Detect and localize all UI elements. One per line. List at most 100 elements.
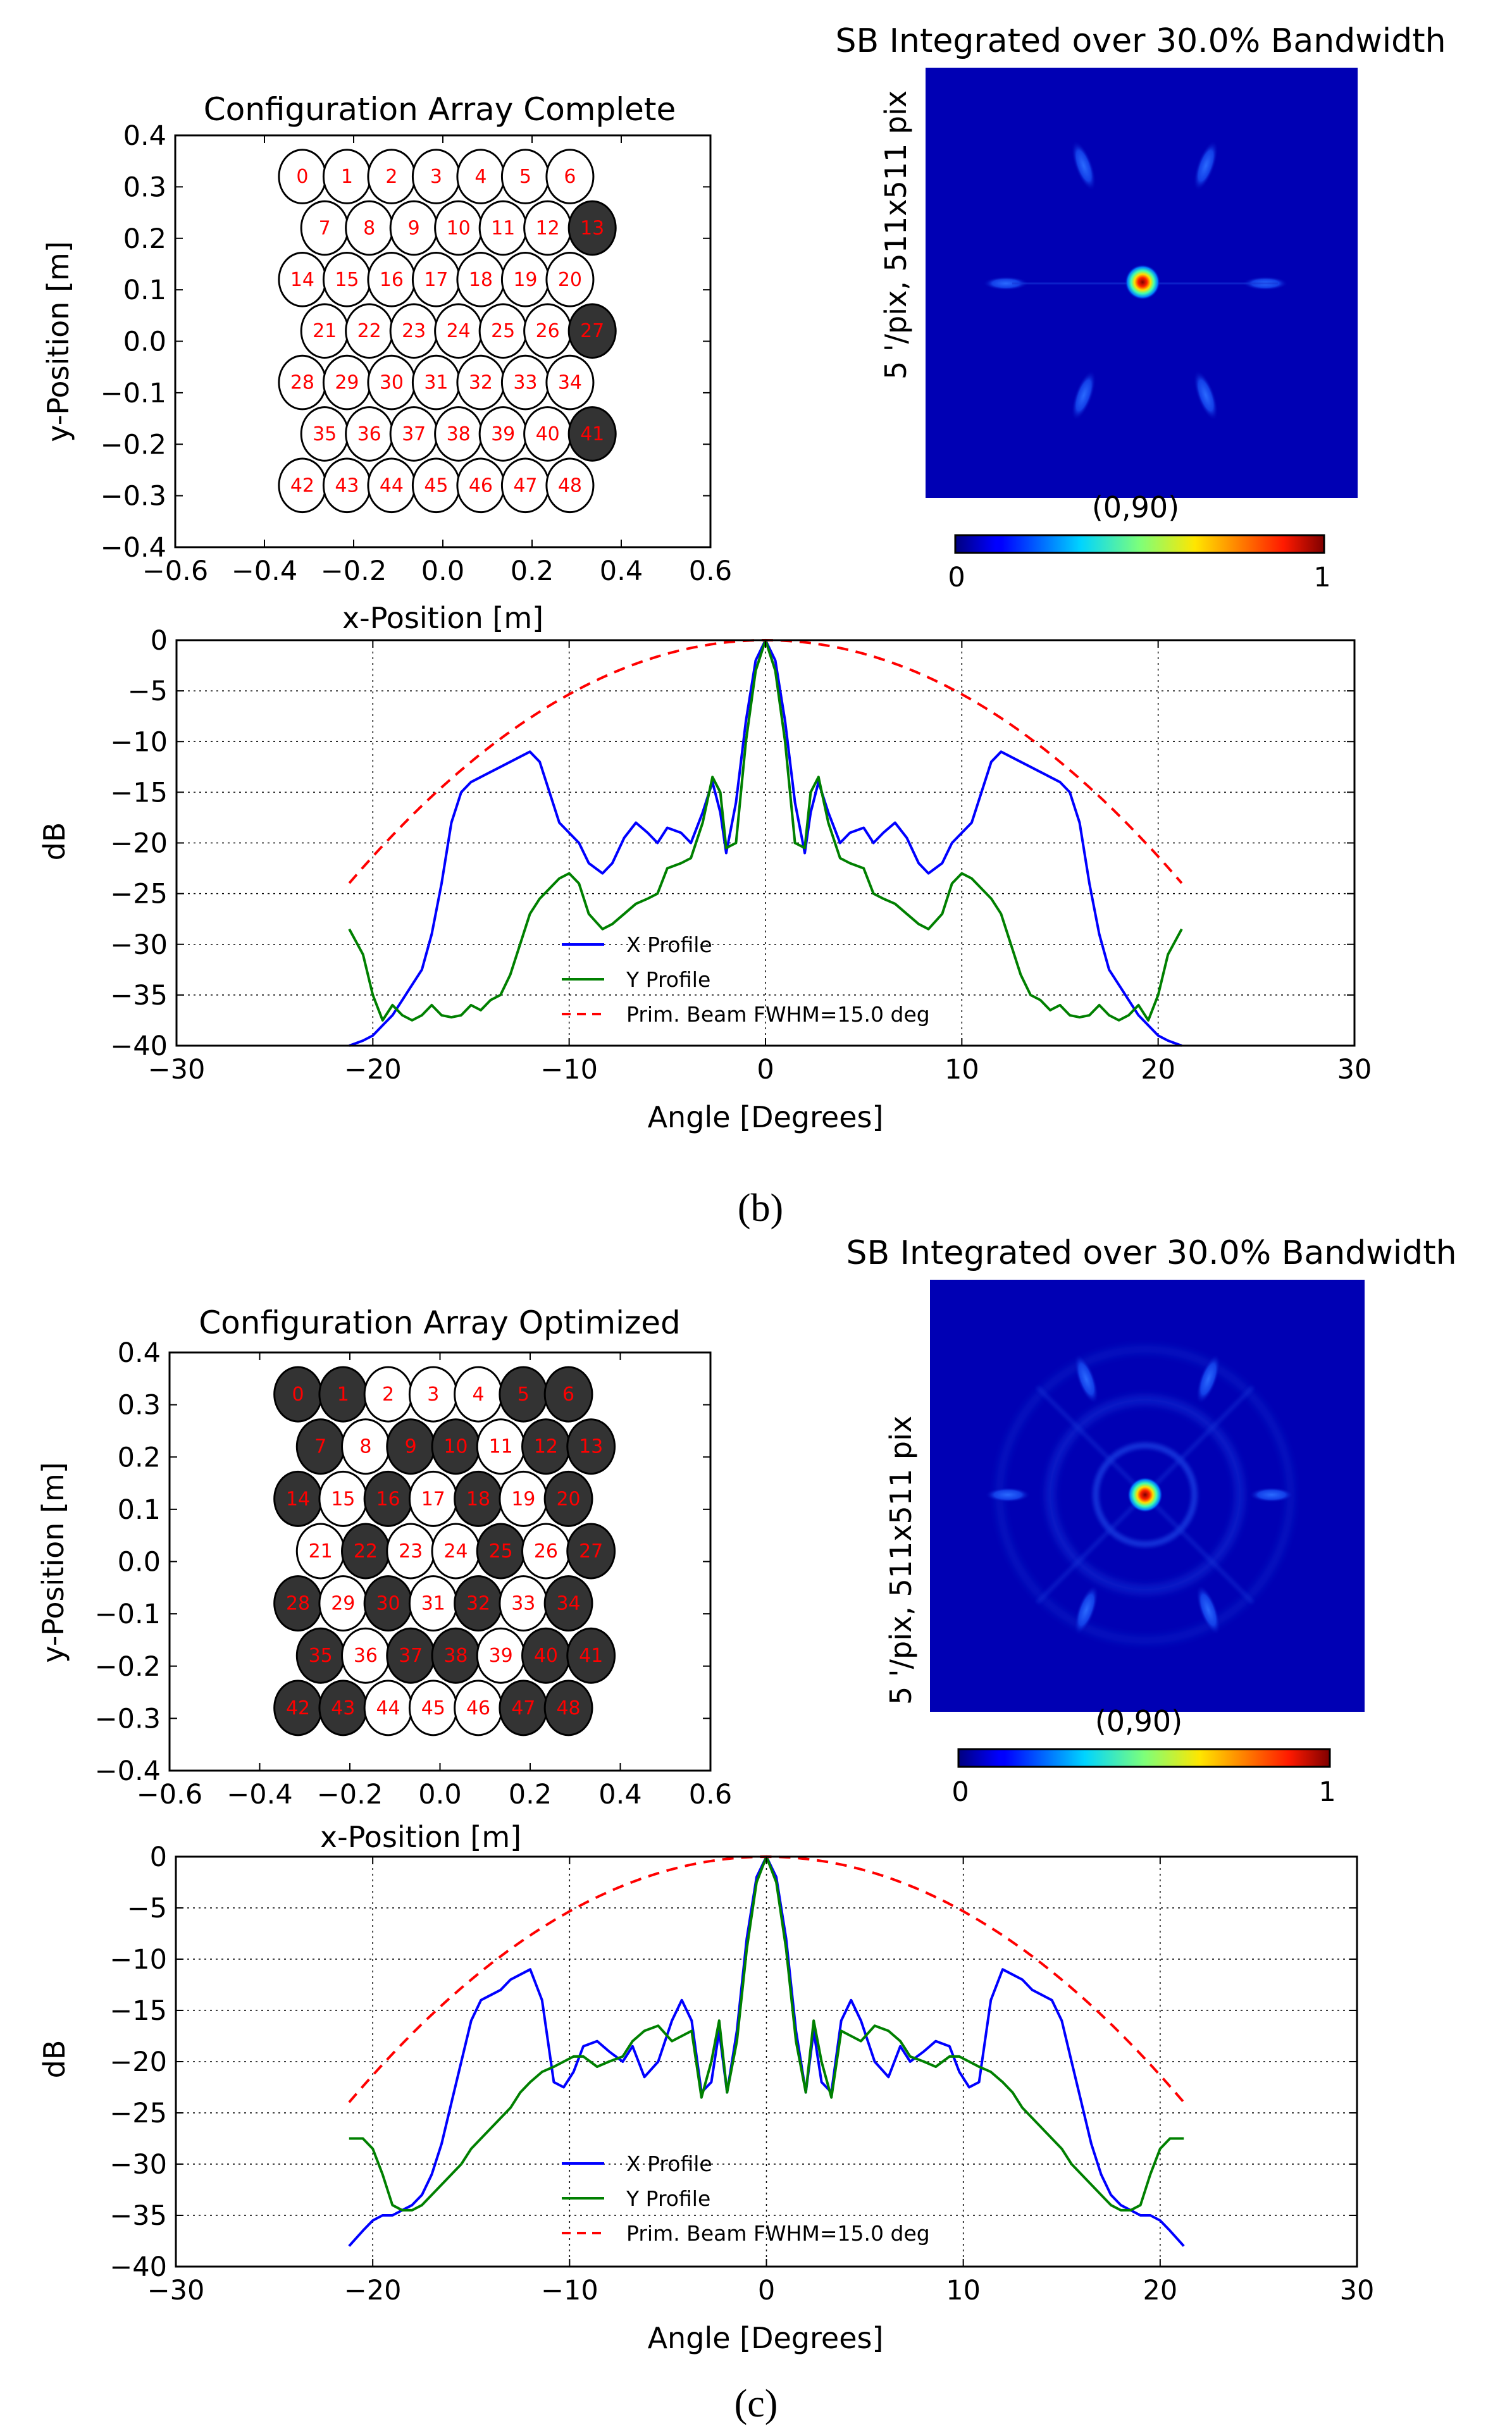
array-element-label: 40: [536, 423, 560, 445]
array-element-label: 12: [534, 1436, 558, 1458]
profile-plot-c: −30 −20 −10 0 10 20 30 0 −5 −10 −15 −20 −25 −30 −35 −40…: [37, 1841, 1374, 2355]
array-element-label: 46: [469, 474, 493, 497]
profile-ylabel: dB: [37, 822, 71, 861]
array-element-label: 43: [331, 1697, 355, 1719]
array-element-label: 20: [556, 1488, 580, 1510]
array-element-label: 29: [331, 1593, 355, 1615]
array-element-label: 18: [466, 1488, 490, 1510]
x-tick-label: 0: [758, 2275, 775, 2306]
x-tick-label: −30: [147, 2275, 205, 2306]
array-element-label: 1: [341, 166, 353, 188]
sidelobe: [1193, 140, 1218, 191]
x-tick-label: 20: [1143, 2275, 1177, 2306]
colorbar: [954, 534, 1325, 554]
config-title: Configuration Array Optimized: [199, 1304, 680, 1341]
array-element-label: 32: [469, 372, 493, 394]
array-element-label: 37: [402, 423, 426, 445]
array-element: [545, 149, 595, 204]
x-tick-label: 0.0: [421, 555, 464, 587]
sidelobe: [1196, 1585, 1221, 1635]
profile-xlabel: Angle [Degrees]: [648, 1100, 884, 1134]
array-element-label: 12: [536, 217, 560, 239]
y-tick-label: 0.4: [118, 1337, 161, 1369]
y-tick-label: −0.2: [95, 1651, 161, 1683]
array-element-label: 10: [447, 217, 471, 239]
array-element-label: 31: [421, 1593, 445, 1615]
array-element-label: 15: [331, 1488, 355, 1510]
x-tick-label: 30: [1340, 2275, 1375, 2306]
beam-peak: [1127, 1477, 1163, 1513]
array-element: [567, 406, 617, 462]
y-tick-label: −0.2: [101, 429, 166, 461]
y-tick-label: −10: [109, 1944, 167, 1976]
array-element-label: 46: [466, 1697, 490, 1719]
array-element: [545, 457, 595, 514]
array-element-label: 4: [473, 1383, 485, 1406]
array-element-label: 41: [580, 423, 604, 445]
config-yticks: 0.4 0.3 0.2 0.1 0.0 −0.1 −0.2 −0.3 −0.4: [95, 1337, 710, 1787]
array-element-label: 35: [313, 423, 337, 445]
legend-prim-beam: Prim. Beam FWHM=15.0 deg: [626, 2221, 930, 2246]
y-tick-label: 0.1: [118, 1494, 161, 1526]
config-xlabel: x-Position [m]: [342, 601, 543, 635]
profile-grid: [177, 640, 1354, 1046]
array-element-label: 16: [380, 269, 404, 291]
colorbar-min: 0: [951, 1776, 969, 1808]
array-element-label: 39: [491, 423, 515, 445]
y-tick-label: 0.2: [123, 223, 166, 255]
array-element-label: 27: [579, 1540, 603, 1563]
array-element: [543, 1680, 593, 1736]
y-tick-label: 0.0: [118, 1547, 161, 1578]
panel-label-c: (c): [734, 2382, 778, 2425]
sidelobe: [1074, 1354, 1099, 1404]
legend-x-profile: X Profile: [626, 2151, 712, 2176]
array-element-label: 23: [402, 320, 426, 342]
sidelobe: [983, 276, 1029, 290]
x-tick-label: 20: [1141, 1054, 1175, 1086]
array-element-label: 29: [335, 372, 359, 394]
array-element-label: 24: [447, 320, 471, 342]
array-element-label: 18: [469, 269, 493, 291]
array-element-label: 13: [580, 217, 604, 239]
y-tick-label: −15: [110, 777, 168, 808]
x-tick-label: 0.6: [689, 555, 732, 587]
array-element-label: 15: [335, 269, 359, 291]
y-tick-label: 0: [150, 1841, 167, 1873]
array-element-label: 45: [421, 1697, 445, 1719]
legend-y-profile: Y Profile: [626, 2186, 710, 2211]
y-tick-label: −0.4: [101, 532, 166, 564]
legend-y-profile: Y Profile: [626, 967, 710, 992]
x-tick-label: −20: [344, 2275, 402, 2306]
config-xticks: −0.6 −0.4 −0.2 0.0 0.2 0.4 0.6: [137, 1352, 732, 1810]
array-element-label: 31: [424, 372, 448, 394]
y-tick-label: 0.1: [123, 275, 166, 306]
y-tick-label: 0.0: [123, 326, 166, 358]
y-tick-label: 0.3: [118, 1390, 161, 1421]
y-tick-label: −35: [110, 980, 168, 1012]
profile-ylabel: dB: [37, 2040, 71, 2079]
array-element-label: 42: [286, 1697, 310, 1719]
array-element-label: 17: [421, 1488, 445, 1510]
array-element-label: 1: [337, 1383, 349, 1406]
y-tick-label: −0.4: [95, 1755, 161, 1787]
beam-map-b: SB Integrated over 30.0% Bandwidth 5 '/p…: [835, 22, 1446, 593]
y-tick-label: −30: [110, 929, 168, 961]
array-element-label: 21: [309, 1540, 333, 1563]
beam-xlabel: (0,90): [1095, 1704, 1182, 1738]
array-element-label: 14: [290, 269, 314, 291]
legend-prim-beam: Prim. Beam FWHM=15.0 deg: [626, 1002, 930, 1027]
y-tick-label: −15: [109, 1995, 167, 2027]
array-element-label: 6: [564, 166, 576, 188]
array-element-label: 5: [519, 166, 531, 188]
y-tick-label: 0.3: [123, 171, 166, 203]
sidelobe: [1193, 370, 1218, 421]
array-element-label: 11: [491, 217, 515, 239]
profile-plot-b: −30 −20 −10 0 10 20 30 0 −5 −10 −15 −20 −25 −30 −35 −40…: [37, 625, 1372, 1134]
beam-ylabel: 5 '/pix, 511x511 pix: [879, 90, 913, 380]
y-tick-label: −0.1: [101, 378, 166, 409]
array-element-label: 24: [443, 1540, 468, 1563]
beam-rings: [985, 1341, 1303, 1651]
profile-grid: [176, 1857, 1357, 2267]
